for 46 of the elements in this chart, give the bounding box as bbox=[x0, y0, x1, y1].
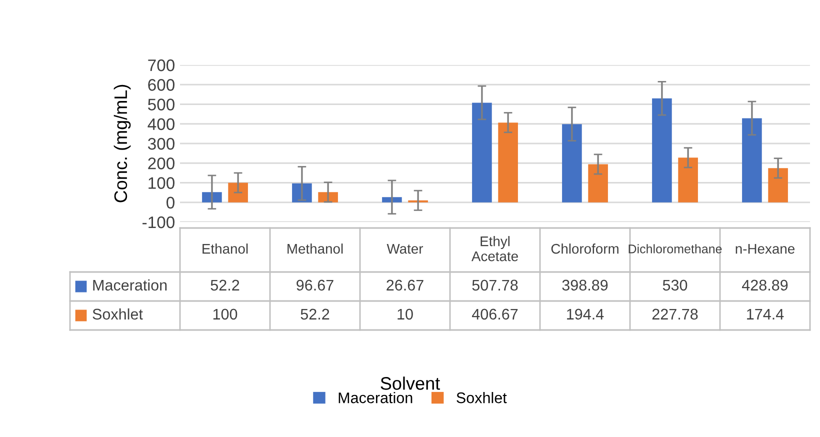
legend-label: Maceration bbox=[93, 279, 167, 291]
x-tick-label: Dichloromethane bbox=[628, 244, 722, 254]
bar bbox=[472, 102, 492, 202]
data-label: 507.78 bbox=[472, 280, 518, 291]
y-tick-label: 100 bbox=[148, 177, 174, 189]
bar bbox=[498, 122, 518, 202]
bar bbox=[382, 197, 402, 202]
y-tick-label: 200 bbox=[148, 158, 174, 170]
y-tick-label: -100 bbox=[142, 216, 174, 228]
data-label: 398.89 bbox=[562, 280, 608, 291]
y-tick-label: 0 bbox=[166, 196, 174, 209]
data-label: 406.67 bbox=[472, 308, 518, 320]
x-tick-label: Ethyl Acetate bbox=[471, 236, 518, 262]
legend-label: Soxhlet bbox=[92, 308, 143, 320]
data-label: 100 bbox=[213, 308, 238, 320]
data-label: 194.4 bbox=[567, 308, 604, 320]
data-label: 26.67 bbox=[386, 280, 424, 291]
bar bbox=[588, 164, 608, 202]
bar bbox=[228, 182, 248, 202]
y-tick-label: 500 bbox=[148, 98, 174, 110]
data-label: 174.4 bbox=[747, 308, 784, 320]
x-tick-label: Methanol bbox=[288, 244, 343, 254]
x-tick-label: Water bbox=[386, 244, 424, 254]
data-label: 52.2 bbox=[300, 308, 330, 320]
bar bbox=[562, 124, 582, 202]
data-label: 530 bbox=[662, 280, 688, 291]
x-tick-label: Ethanol bbox=[202, 244, 248, 254]
bar bbox=[652, 98, 672, 202]
bar bbox=[742, 118, 762, 202]
data-label: 52.2 bbox=[210, 280, 240, 291]
x-tick-label: n-Hexane bbox=[736, 244, 794, 254]
bar bbox=[678, 158, 698, 202]
bar bbox=[768, 168, 788, 202]
y-axis-title: Conc. (mg/mL) bbox=[114, 84, 131, 202]
x-tick-label: Chloroform bbox=[551, 244, 618, 254]
y-tick-label: 700 bbox=[148, 59, 174, 72]
data-label: 96.67 bbox=[296, 280, 334, 291]
text: Solvent bbox=[380, 376, 440, 390]
data-label: 428.89 bbox=[742, 280, 788, 291]
y-tick-label: 300 bbox=[148, 138, 174, 150]
data-label: 10 bbox=[398, 308, 413, 320]
data-label: 227.78 bbox=[652, 308, 698, 320]
y-tick-label: 400 bbox=[148, 118, 174, 130]
text: Soxhlet bbox=[456, 392, 507, 404]
text: Maceration bbox=[338, 392, 412, 404]
y-tick-label: 600 bbox=[148, 79, 174, 91]
